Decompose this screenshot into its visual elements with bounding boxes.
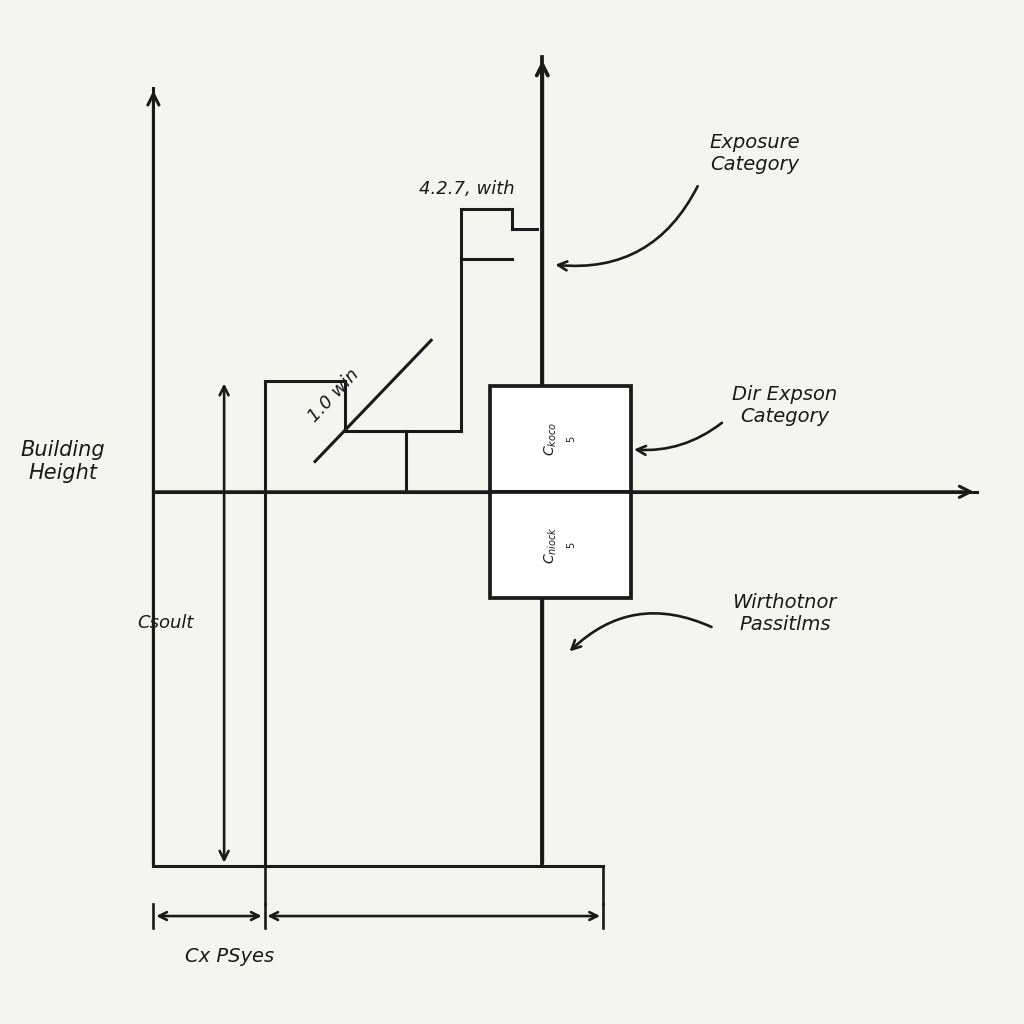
Text: $\mathit{C}_{\mathit{niock}}$
$_5$: $\mathit{C}_{\mathit{niock}}$ $_5$ bbox=[543, 526, 578, 564]
Text: $\mathit{C}_{\mathit{koco}}$
$_5$: $\mathit{C}_{\mathit{koco}}$ $_5$ bbox=[543, 422, 578, 456]
Text: Dir Expson
Category: Dir Expson Category bbox=[732, 385, 838, 426]
Bar bbox=[489, 492, 631, 598]
Text: Building
Height: Building Height bbox=[20, 440, 104, 483]
Bar bbox=[489, 386, 631, 492]
Text: Csoult: Csoult bbox=[137, 614, 194, 632]
Text: 4.2.7, with: 4.2.7, with bbox=[419, 180, 514, 198]
Text: Wirthotnor
Passitlms: Wirthotnor Passitlms bbox=[732, 593, 837, 634]
Text: Cx PSyes: Cx PSyes bbox=[184, 947, 273, 966]
Text: Exposure
Category: Exposure Category bbox=[709, 133, 800, 174]
Text: 1.0 win: 1.0 win bbox=[305, 366, 362, 426]
